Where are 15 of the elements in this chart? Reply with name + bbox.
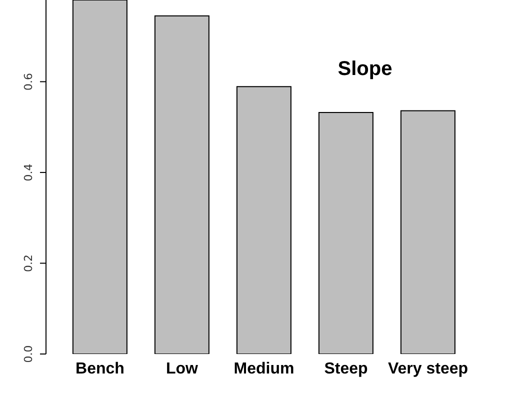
- bar: [72, 0, 128, 354]
- x-tick-label: Steep: [324, 360, 368, 378]
- y-tick-label: 0.6: [22, 72, 35, 90]
- x-tick-label: Very steep: [388, 360, 468, 378]
- x-tick-label: Medium: [234, 360, 294, 378]
- bar: [236, 86, 292, 354]
- bar: [400, 110, 456, 354]
- bar: [318, 112, 374, 354]
- bar: [154, 15, 210, 354]
- x-tick-label: Bench: [76, 360, 124, 378]
- text: Slope: [336, 58, 394, 81]
- y-tick-label: 0.4: [22, 164, 35, 182]
- y-tick-label: 0.0: [22, 345, 35, 363]
- x-tick-label: Low: [166, 360, 199, 378]
- y-tick-label: 0.2: [22, 254, 35, 272]
